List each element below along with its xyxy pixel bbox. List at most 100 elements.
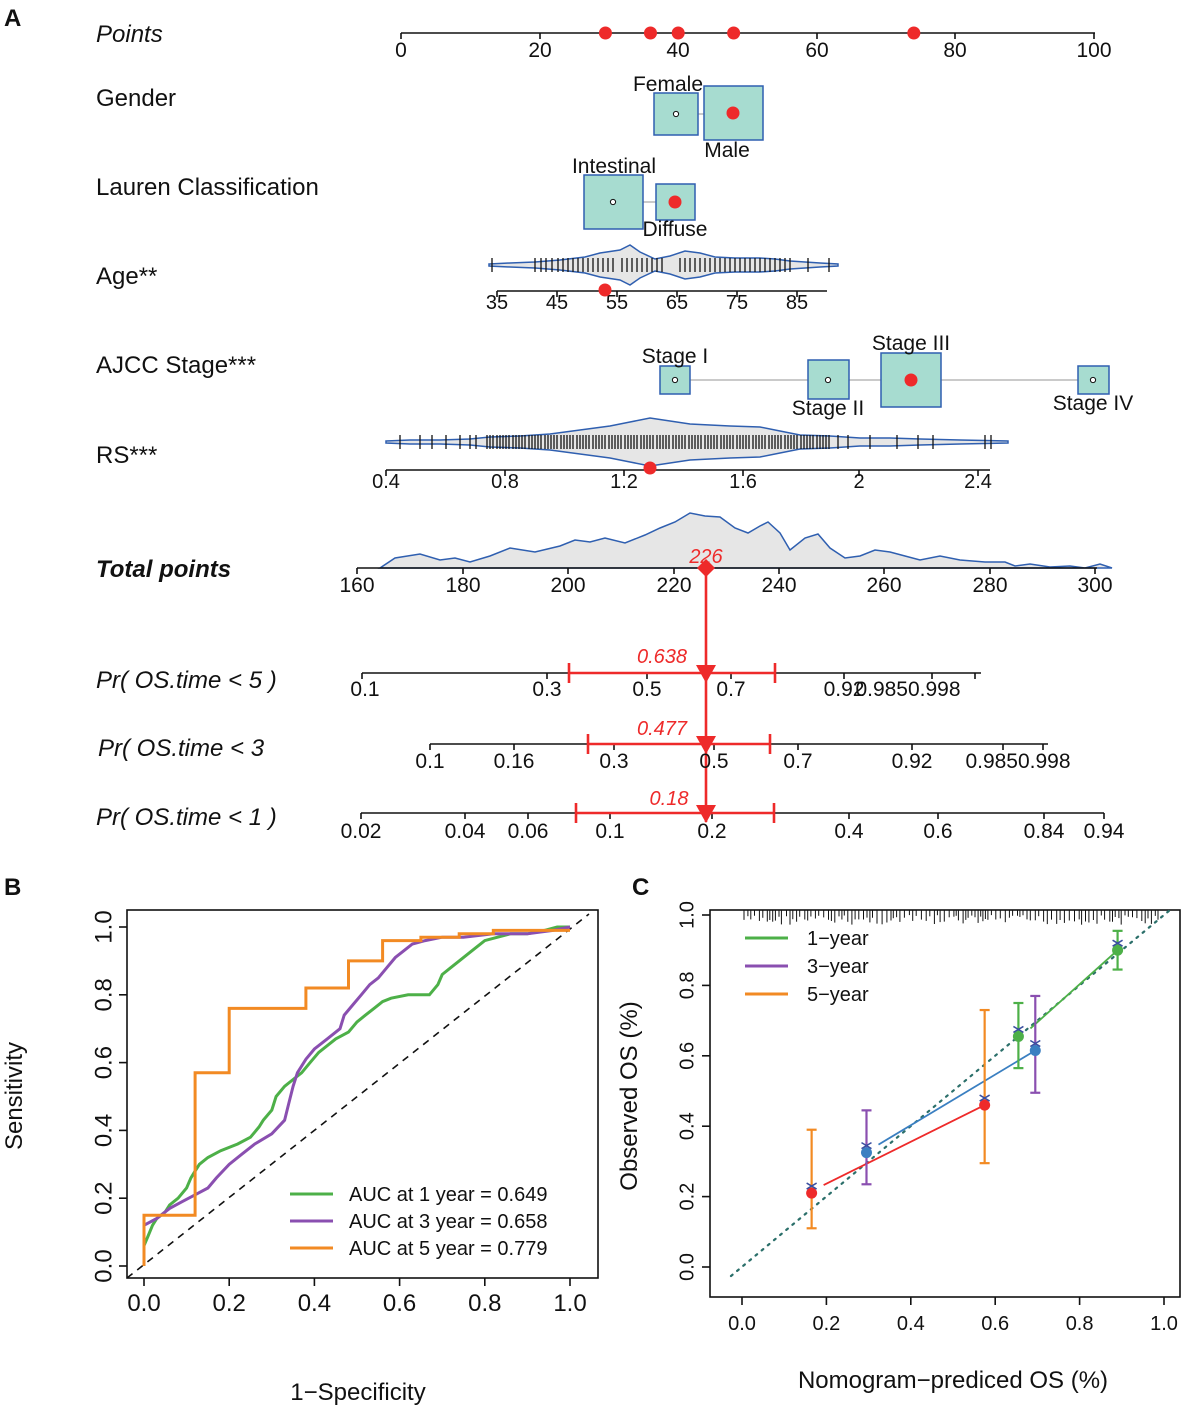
total-tick-label-2: 200: [550, 574, 585, 597]
lauren-intestinal-label: Intestinal: [572, 155, 656, 178]
calib-five-x-marker-1: [979, 1094, 991, 1102]
rs-rug-ticks: [399, 435, 992, 449]
calib-x-ticks: 0.0 0.2 0.4 0.6 0.8 1.0: [728, 1297, 1178, 1335]
calib-series: [806, 929, 1124, 1230]
pr3-tick-label-3: 0.5: [699, 750, 728, 773]
pr5-tick-label-2: 0.5: [632, 678, 661, 701]
pr1-ticks: 0.02 0.04 0.06 0.1 0.2 0.4 0.6 0.84 0.94: [341, 813, 1125, 843]
ajcc-stage4-label: Stage IV: [1053, 392, 1134, 415]
age-tick-label-4: 75: [726, 292, 748, 314]
age-violin: [488, 244, 839, 286]
row-label-gender: Gender: [96, 85, 176, 112]
calib-x-axis-label: Nomogram−prediced OS (%): [798, 1367, 1108, 1394]
rs-ticks: 0.4 0.8 1.2 1.6 2 2.4: [372, 470, 992, 493]
rs-selected-marker: [643, 461, 657, 475]
age-tick-label-0: 35: [486, 292, 508, 314]
calib-ytick-label-5: 1.0: [676, 901, 698, 929]
calib-ytick-label-4: 0.8: [676, 971, 698, 999]
calib-y-axis-label: Observed OS (%): [616, 1001, 643, 1190]
calib-xtick-label-5: 1.0: [1150, 1313, 1178, 1335]
calib-one-x-marker-1: [1112, 939, 1123, 947]
pr1-tick-label-8: 0.94: [1084, 820, 1125, 843]
pr5-tick-label-1: 0.3: [532, 678, 561, 701]
row-label-lauren: Lauren Classification: [96, 174, 319, 201]
row-label-rs: RS***: [96, 442, 157, 469]
roc-x-axis-label: 1−Specificity: [290, 1379, 425, 1406]
roc-legend-5: AUC at 5 year = 0.779: [349, 1238, 547, 1260]
calib-legend-3: 3−year: [807, 956, 869, 978]
pr3-tick-label-4: 0.7: [783, 750, 812, 773]
roc-ytick-label-0: 0.0: [90, 1249, 117, 1282]
roc-xtick-label-1: 0.2: [213, 1290, 246, 1317]
roc-curve-1: [142, 925, 571, 1266]
rs-tick-label-0: 0.4: [372, 471, 400, 493]
calib-ytick-label-0: 0.0: [676, 1253, 698, 1281]
calib-fit-line-one: [1029, 949, 1119, 1030]
pr3-tick-label-0: 0.1: [415, 750, 444, 773]
pr3-tick-label-1: 0.16: [494, 750, 535, 773]
ajcc-stage2-label: Stage II: [792, 397, 864, 420]
roc-curve-0: [142, 925, 570, 1266]
pr3-tick-label-5: 0.92: [892, 750, 933, 773]
age-tick-label-1: 45: [546, 292, 568, 314]
calib-one-point-1: [1112, 944, 1124, 956]
pr5-tick-label-4: 0.92: [824, 678, 865, 701]
gender-male-selected-marker: [726, 106, 740, 120]
points-tick-label-2: 40: [666, 39, 689, 62]
total-tick-label-0: 160: [339, 574, 374, 597]
row-label-pr1: Pr( OS.time < 1 ): [96, 804, 277, 831]
calib-xtick-label-4: 0.8: [1066, 1313, 1094, 1335]
calib-three-point-1: [1029, 1045, 1041, 1057]
panel-label-b: B: [4, 874, 21, 901]
rs-violin: [385, 417, 1009, 467]
ajcc-stage4-center: [1089, 376, 1097, 384]
pr5-ticks: 0.1 0.3 0.5 0.7 0.920.9850.998: [350, 673, 976, 701]
ajcc-stage3-selected-marker: [904, 373, 918, 387]
roc-xtick-label-5: 1.0: [553, 1290, 586, 1317]
roc-ytick-label-3: 0.6: [90, 1046, 117, 1079]
roc-legend: AUC at 1 year = 0.649 AUC at 3 year = 0.…: [290, 1184, 547, 1260]
points-marker-1: [643, 26, 657, 40]
calib-one-x-marker-0: [1013, 1025, 1024, 1034]
panel-label-c: C: [632, 874, 649, 901]
total-tick-label-5: 260: [866, 574, 901, 597]
ajcc-stage3-label: Stage III: [872, 332, 950, 355]
ajcc-stage1-center: [671, 376, 679, 384]
calib-ytick-label-1: 0.2: [676, 1183, 698, 1211]
age-tick-label-3: 65: [666, 292, 688, 314]
calib-legend-1: 1−year: [807, 928, 869, 950]
pr1-value: 0.18: [650, 788, 689, 810]
roc-y-ticks: 0.0 0.2 0.4 0.6 0.8 1.0: [90, 910, 127, 1283]
lauren-diffuse-selected-marker: [668, 195, 682, 209]
total-tick-label-7: 300: [1077, 574, 1112, 597]
total-tick-label-1: 180: [445, 574, 480, 597]
age-rug-ticks: [491, 258, 830, 272]
pr1-tick-label-1: 0.04: [445, 820, 486, 843]
calib-xtick-label-0: 0.0: [728, 1313, 756, 1335]
pr3-value: 0.477: [637, 718, 688, 740]
roc-legend-1: AUC at 1 year = 0.649: [349, 1184, 547, 1206]
lauren-diffuse-box: [655, 183, 696, 221]
roc-x-ticks: 0.0 0.2 0.4 0.6 0.8 1.0: [127, 1278, 587, 1317]
calib-fit-line-five: [823, 1104, 986, 1186]
calib-ideal-line: [729, 908, 1172, 1278]
roc-xtick-label-0: 0.0: [127, 1290, 160, 1317]
lauren-diffuse-label: Diffuse: [643, 218, 708, 241]
calib-xtick-label-3: 0.6: [981, 1313, 1009, 1335]
points-marker-2: [671, 26, 685, 40]
points-tick-label-0: 0: [395, 39, 407, 62]
points-ticks: 0 20 40 60 80 100: [395, 33, 1112, 62]
row-label-total: Total points: [96, 556, 231, 583]
roc-y-axis-label: Sensitivity: [1, 1042, 28, 1150]
roc-curve-2: [142, 928, 570, 1266]
rs-tick-label-5: 2.4: [964, 471, 992, 493]
roc-plot-frame: [126, 909, 599, 1279]
calib-three-point-0: [860, 1147, 872, 1159]
roc-ytick-label-1: 0.2: [90, 1182, 117, 1215]
calib-three-x-marker-1: [1029, 1039, 1041, 1048]
calib-y-ticks: 0.0 0.2 0.4 0.6 0.8 1.0: [676, 901, 710, 1281]
calib-top-rug: [743, 910, 1159, 925]
pr5-triangle: [696, 665, 716, 683]
pr3-tick-label-6: 0.9850.998: [965, 750, 1070, 773]
